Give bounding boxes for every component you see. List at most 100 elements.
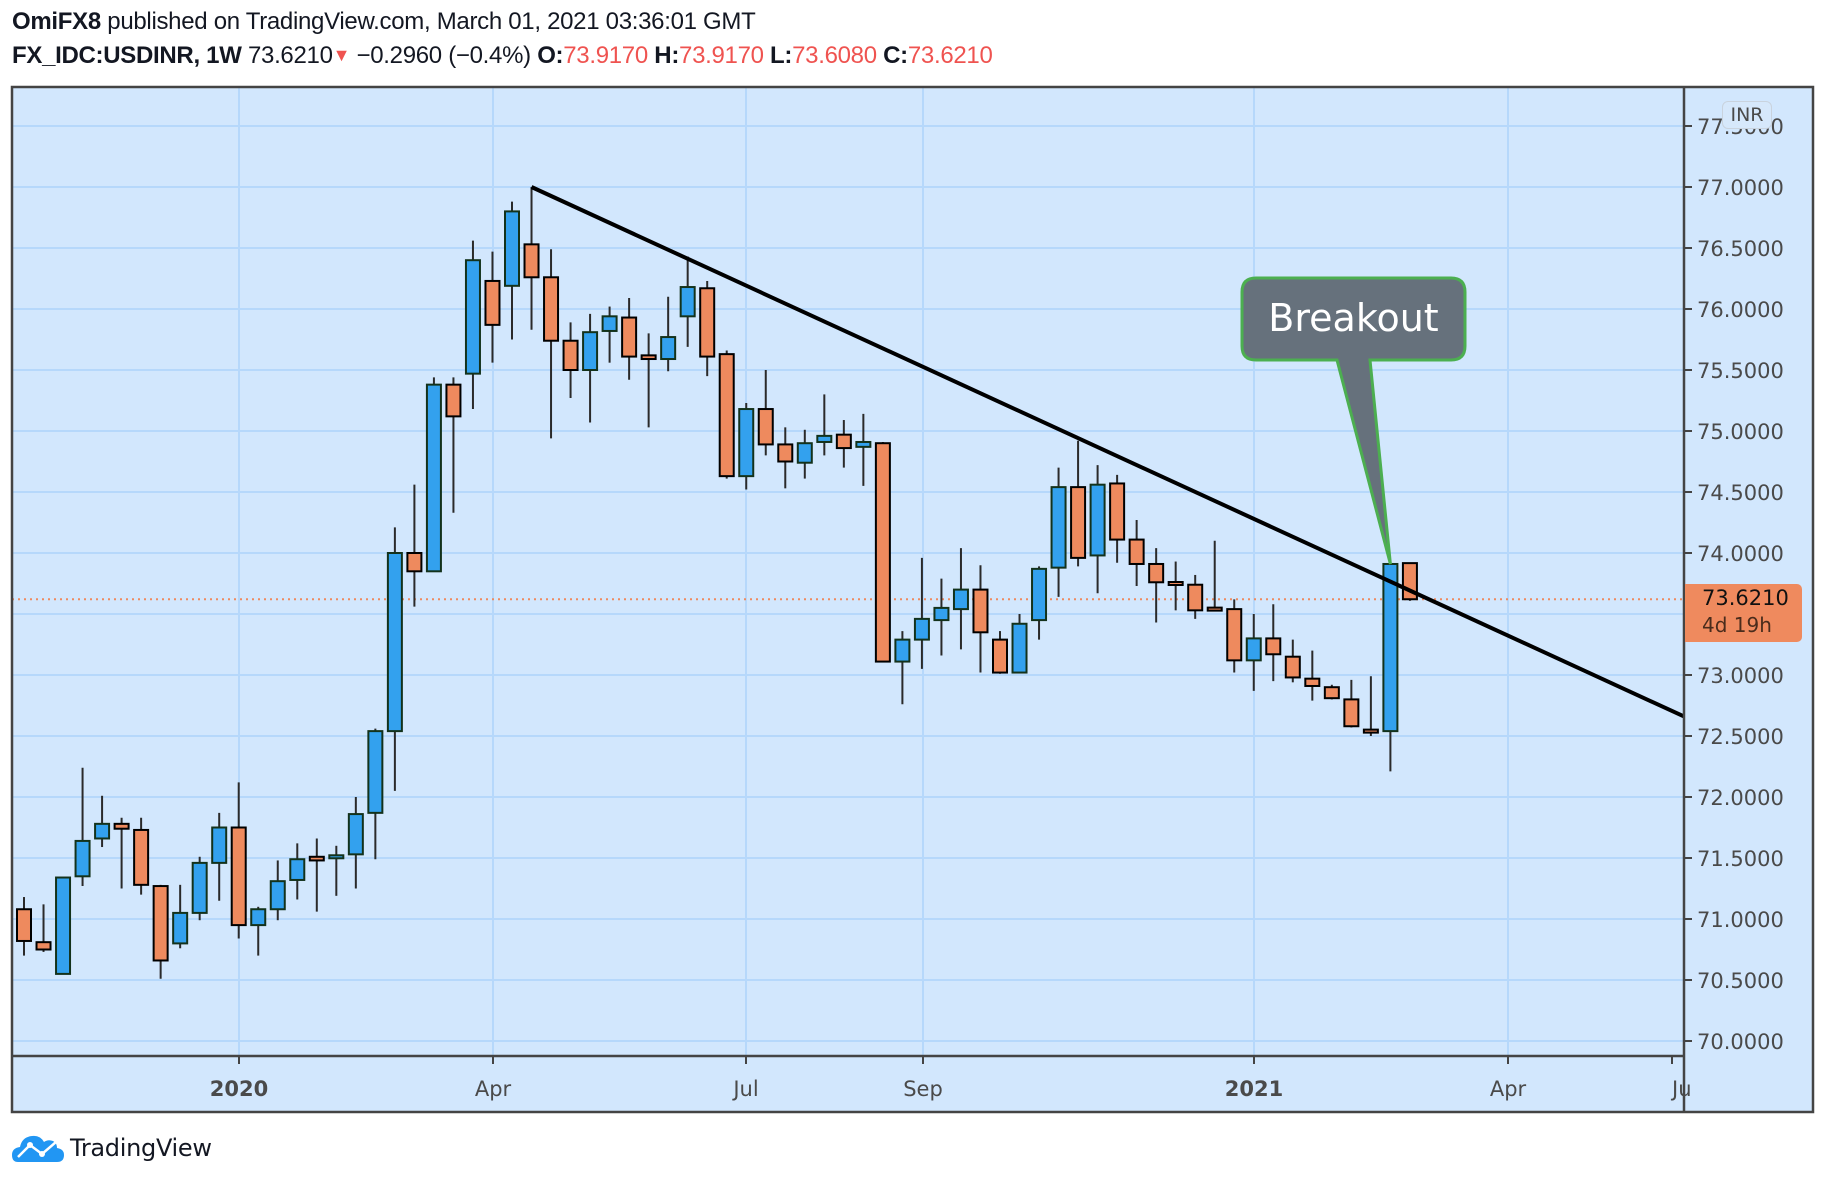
- candle-down[interactable]: [406, 484, 423, 607]
- candle-up[interactable]: [347, 797, 364, 889]
- candle-body: [1187, 583, 1204, 612]
- candle-up[interactable]: [289, 843, 306, 900]
- candle-down[interactable]: [699, 280, 716, 377]
- callout-bubble[interactable]: [1240, 276, 1467, 565]
- candle-down[interactable]: [874, 441, 891, 663]
- candle-down[interactable]: [1167, 561, 1184, 611]
- candle-body: [601, 315, 618, 332]
- candle-up[interactable]: [796, 429, 813, 479]
- candle-body: [1284, 655, 1301, 679]
- candle-body: [816, 434, 833, 443]
- time-axis[interactable]: 2020 Apr Jul Sep 2021 Apr Ju: [210, 1056, 1692, 1101]
- candle-down[interactable]: [1206, 540, 1223, 612]
- chart-border: [10, 85, 1815, 1114]
- candle-up[interactable]: [55, 876, 72, 975]
- candle-down[interactable]: [1070, 440, 1087, 567]
- candle-down[interactable]: [543, 249, 560, 439]
- candle-down[interactable]: [1401, 562, 1418, 601]
- candle-down[interactable]: [35, 904, 52, 952]
- candle-up[interactable]: [94, 795, 111, 848]
- candle-up[interactable]: [1382, 562, 1399, 772]
- candle-down[interactable]: [640, 333, 657, 428]
- candle-body: [133, 828, 150, 886]
- candle-up[interactable]: [601, 306, 618, 363]
- candle-up[interactable]: [855, 413, 872, 486]
- candle-up[interactable]: [913, 557, 930, 669]
- currency-badge[interactable]: INR: [1722, 101, 1772, 129]
- author-name[interactable]: OmiFX8: [12, 8, 101, 35]
- candle-up[interactable]: [1031, 566, 1048, 640]
- candle-body: [308, 855, 325, 862]
- candle-down[interactable]: [523, 187, 540, 330]
- price-axis[interactable]: 70.0000 70.5000 71.0000 71.5000 72.0000 72.50…: [1684, 115, 1784, 1054]
- price-tick-label: 70.5000: [1697, 969, 1784, 993]
- candle-down[interactable]: [113, 817, 130, 889]
- candle-up[interactable]: [172, 884, 189, 949]
- candle-down[interactable]: [835, 420, 852, 468]
- candle-up[interactable]: [211, 812, 228, 901]
- candle-up[interactable]: [269, 860, 286, 921]
- candle-down[interactable]: [1148, 548, 1165, 623]
- candle-up[interactable]: [952, 548, 969, 650]
- candle-up[interactable]: [74, 767, 91, 887]
- candle-up[interactable]: [250, 906, 267, 956]
- candle-up[interactable]: [367, 728, 384, 860]
- breakout-callout[interactable]: [1240, 276, 1467, 565]
- candle-down[interactable]: [484, 251, 501, 363]
- candle-down[interactable]: [757, 370, 774, 456]
- candle-down[interactable]: [16, 897, 32, 956]
- candle-down[interactable]: [1304, 650, 1321, 701]
- candle-up[interactable]: [425, 377, 442, 573]
- candle-down[interactable]: [992, 631, 1008, 674]
- candle-body: [562, 339, 579, 372]
- candle-up[interactable]: [191, 856, 208, 921]
- candle-down[interactable]: [230, 782, 247, 939]
- candle-down[interactable]: [1323, 684, 1340, 700]
- candle-up[interactable]: [894, 631, 911, 705]
- descending-trendline[interactable]: [530, 185, 1685, 719]
- candle-up[interactable]: [386, 527, 403, 791]
- candle-down[interactable]: [1226, 599, 1243, 673]
- candle-up[interactable]: [679, 256, 696, 347]
- candle-down[interactable]: [1343, 679, 1360, 728]
- candle-down[interactable]: [1128, 520, 1145, 586]
- candle-up[interactable]: [1011, 614, 1028, 674]
- candle-down[interactable]: [133, 817, 150, 895]
- price-tick-label: 76.0000: [1697, 298, 1784, 322]
- low-label: L:: [770, 42, 793, 69]
- candle-up[interactable]: [464, 240, 481, 410]
- candle-body: [835, 433, 852, 450]
- candle-down[interactable]: [777, 427, 794, 489]
- candle-down[interactable]: [1362, 676, 1379, 736]
- high-value: 73.9170: [679, 42, 764, 69]
- candle-down[interactable]: [1187, 574, 1204, 619]
- candle-up[interactable]: [933, 578, 950, 656]
- candle-up[interactable]: [504, 201, 520, 340]
- candle-down[interactable]: [972, 565, 989, 673]
- candle-up[interactable]: [1050, 467, 1067, 597]
- candle-body: [1070, 486, 1087, 559]
- candle-up[interactable]: [660, 296, 677, 372]
- candle-up[interactable]: [1089, 465, 1106, 594]
- candle-down[interactable]: [1265, 604, 1282, 682]
- candle-down[interactable]: [621, 298, 638, 380]
- candle-body: [504, 210, 520, 287]
- candle-down[interactable]: [445, 377, 462, 513]
- candle-up[interactable]: [328, 845, 345, 896]
- candle-up[interactable]: [816, 394, 833, 456]
- candle-down[interactable]: [1284, 639, 1301, 683]
- candle-up[interactable]: [582, 313, 599, 423]
- trendline[interactable]: [530, 185, 1685, 719]
- candle-down[interactable]: [308, 838, 325, 912]
- tradingview-logo[interactable]: TradingView: [12, 1133, 212, 1163]
- candle-down[interactable]: [718, 350, 735, 479]
- published-text: published on TradingView.com, March 01, …: [100, 8, 756, 35]
- symbol-label: FX_IDC:USDINR, 1W: [12, 42, 242, 69]
- candle-down[interactable]: [152, 884, 169, 979]
- candle-up[interactable]: [1245, 614, 1262, 691]
- candle-down[interactable]: [562, 322, 579, 399]
- candle-down[interactable]: [1109, 474, 1126, 563]
- candle-up[interactable]: [738, 402, 755, 490]
- candle-body: [640, 354, 657, 361]
